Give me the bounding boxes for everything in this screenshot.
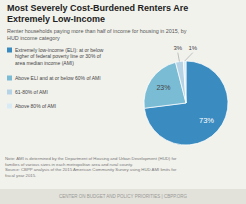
legend-swatch (7, 104, 12, 109)
text-line: Renter households paying more than half … (7, 28, 187, 34)
pie-slice (183, 61, 186, 103)
legend-swatch (7, 48, 12, 53)
legend-label: Above 80% of AMI (15, 103, 56, 109)
legend-label: Extremely low-income (ELI): at or belowh… (15, 47, 104, 66)
leader-line (178, 53, 180, 62)
data-label: 23% (156, 83, 170, 90)
note: families of various sizes in each metrop… (5, 162, 133, 167)
note: Note: AMI is determined by the Departmen… (5, 156, 177, 161)
text-line: Extremely low-income (ELI): at or below (15, 47, 104, 53)
text-line: higher of federal poverty line or 30% of (15, 53, 101, 59)
title: Most Severely Cost-Burdened Renters AreE… (7, 3, 188, 24)
legend-swatch (7, 76, 12, 81)
pie: 73% 23% 3% 1% (144, 45, 228, 145)
background (0, 0, 246, 204)
legend-label: 61-80% of AMI (15, 89, 48, 95)
note: fiscal year 2015. (5, 173, 36, 178)
pie-slice (144, 61, 228, 145)
data-label: 1% (188, 45, 197, 51)
note: Source: CBPP analysis of the 2015 Americ… (5, 167, 177, 172)
footer-bar (0, 189, 246, 204)
legend-swatch (7, 90, 12, 95)
footer: CENTER ON BUDGET AND POLICY PRIORITIES |… (59, 194, 188, 199)
text-line: Extremely Low-Income (7, 14, 105, 24)
data-label: 73% (199, 116, 214, 125)
text-line: Above 80% of AMI (15, 103, 56, 109)
legend-label: Above ELI and at or below 60% of AMI (15, 75, 101, 81)
text-line: 61-80% of AMI (15, 89, 48, 95)
text-line: area median income (AMI) (15, 60, 74, 66)
leader-line (185, 53, 193, 61)
pie-slice (176, 61, 186, 103)
chart: Most Severely Cost-Burdened Renters AreE… (0, 0, 246, 204)
data-label: 3% (173, 45, 182, 51)
text-line: HUD income category (7, 35, 60, 41)
subtitle: Renter households paying more than half … (7, 28, 187, 41)
text-line: Above ELI and at or below 60% of AMI (15, 75, 101, 81)
text-line: Most Severely Cost-Burdened Renters Are (7, 3, 188, 13)
